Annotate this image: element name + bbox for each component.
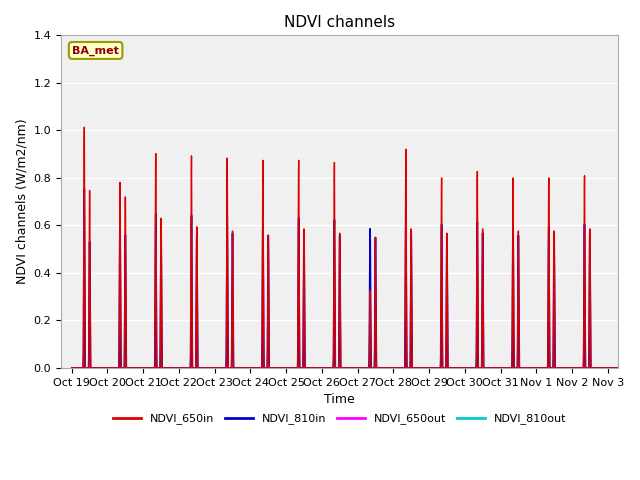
NDVI_810in [68,365,76,371]
Y-axis label: NDVI channels (W/m2/nm): NDVI channels (W/m2/nm) [15,119,28,284]
NDVI_810out [552,365,560,371]
Title: NDVI channels: NDVI channels [284,15,396,30]
NDVI_650out [481,365,489,371]
Line: NDVI_650out: NDVI_650out [72,337,640,368]
NDVI_650out [295,334,303,340]
NDVI_650out [634,365,640,371]
NDVI_650out [185,365,193,371]
NDVI_810in [481,365,489,371]
NDVI_650out [68,365,76,371]
Line: NDVI_810in: NDVI_810in [72,189,640,368]
Line: NDVI_810out: NDVI_810out [72,308,640,368]
NDVI_650in [68,365,76,371]
NDVI_810out [185,365,193,371]
NDVI_810out [116,305,124,311]
NDVI_810in [81,186,88,192]
Legend: NDVI_650in, NDVI_810in, NDVI_650out, NDVI_810out: NDVI_650in, NDVI_810in, NDVI_650out, NDV… [108,409,571,429]
NDVI_810out [431,365,439,371]
NDVI_650in [431,365,439,371]
NDVI_810out [68,365,76,371]
Line: NDVI_650in: NDVI_650in [72,127,640,368]
NDVI_650out [518,365,525,371]
NDVI_810in [518,365,525,371]
NDVI_810in [552,365,560,371]
NDVI_650in [634,365,640,371]
NDVI_810in [634,365,640,371]
NDVI_810out [481,365,489,371]
NDVI_810out [518,365,525,371]
NDVI_810out [634,365,640,371]
Text: BA_met: BA_met [72,45,119,56]
NDVI_650out [431,365,439,371]
NDVI_810in [185,365,193,371]
X-axis label: Time: Time [324,393,355,406]
NDVI_650in [185,365,193,371]
NDVI_650in [552,365,560,371]
NDVI_650in [81,124,88,130]
NDVI_650in [518,365,525,371]
NDVI_650in [481,365,489,371]
NDVI_810in [431,365,439,371]
NDVI_650out [552,365,560,371]
